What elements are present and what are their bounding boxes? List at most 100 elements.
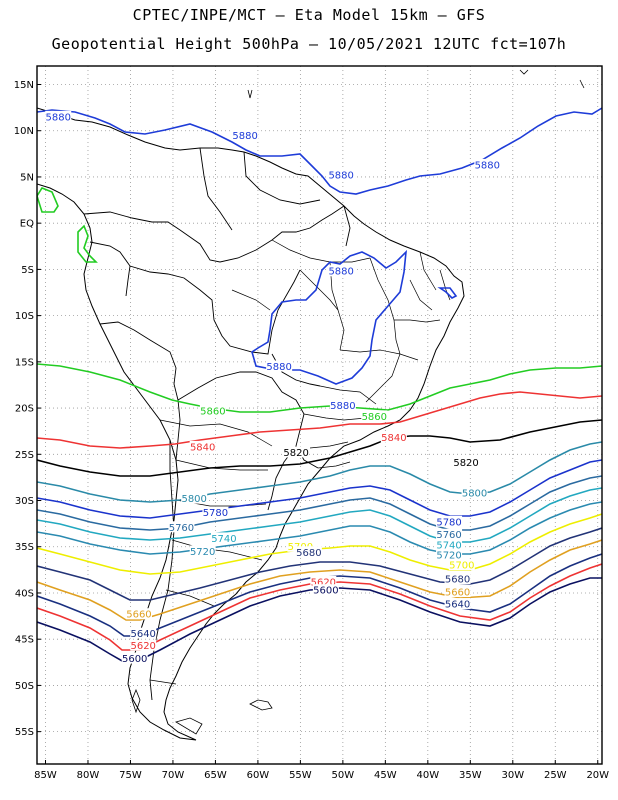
contour-label-bg: [448, 559, 475, 571]
contour-labels: 5880 5880 5880 5880 5880 5880 5880 5860 5860 5840…: [45, 110, 501, 665]
contour-label-bg: [199, 404, 226, 416]
lon-tick-label: 80W: [77, 770, 100, 781]
contour-label: 5840: [381, 433, 406, 444]
contour-5880-small: [437, 287, 458, 299]
contour-label-bg: [453, 456, 480, 468]
contour-label: 5880: [266, 362, 291, 373]
contour-label: 5720: [436, 551, 461, 562]
lon-tick-label: 20W: [586, 770, 609, 781]
contour-5860: [37, 363, 602, 413]
contour-label: 5860: [200, 406, 225, 417]
contour-label-bg: [125, 608, 152, 620]
contour-label-bg: [328, 265, 355, 277]
lon-tick-label: 85W: [34, 770, 57, 781]
map-title-line1: CPTEC/INPE/MCT – Eta Model 15km – GFS: [132, 6, 486, 24]
contour-label: 5780: [436, 517, 461, 528]
country-borders: [83, 147, 351, 701]
contour-5660: [37, 539, 602, 621]
lat-tick-label: 30S: [15, 496, 34, 507]
contour-label-bg: [130, 639, 157, 651]
contour-5840: [37, 391, 602, 449]
lat-tick-label: 5S: [21, 265, 34, 276]
contour-label-bg: [189, 440, 216, 452]
contour-5860-west: [37, 187, 59, 213]
lat-tick-label: 35S: [15, 542, 34, 553]
contour-label: 5840: [190, 442, 215, 453]
contour-label: 5740: [436, 540, 461, 551]
contour-label-bg: [436, 515, 463, 527]
contour-label: 5760: [169, 523, 194, 534]
lon-tick-label: 40W: [417, 770, 440, 781]
contour-label: 5760: [436, 530, 461, 541]
contour-label: 5700: [449, 561, 474, 572]
contour-5820: [37, 419, 602, 477]
south-america-coastline: [37, 107, 465, 741]
contour-5880-north: [37, 107, 602, 195]
contour-5740: [37, 487, 602, 543]
lon-tick-label: 45W: [374, 770, 397, 781]
contour-5700: [37, 513, 602, 575]
axis-ticks: 15N 10N 5N EQ 5S 10S 15S 20S 25S 30S 35S 40S 45S 50S 5…: [14, 80, 609, 781]
contour-label: 5680: [445, 575, 470, 586]
contour-label: 5620: [311, 577, 336, 588]
contour-label-bg: [232, 129, 259, 141]
contour-label: 5640: [445, 600, 470, 611]
contour-5800: [37, 441, 602, 503]
contour-label-bg: [361, 410, 388, 422]
contour-label: 5720: [190, 547, 215, 558]
contour-label: 5600: [313, 586, 338, 597]
contour-label: 5600: [122, 654, 147, 665]
contour-label: 5780: [203, 508, 228, 519]
state-borders: [149, 239, 451, 685]
contour-label-bg: [329, 399, 356, 411]
lat-tick-label: EQ: [20, 219, 34, 230]
contour-label-bg: [436, 538, 463, 550]
contour-label-bg: [189, 545, 216, 557]
contour-label: 5620: [130, 641, 155, 652]
lon-tick-label: 50W: [332, 770, 355, 781]
contour-label-bg: [130, 627, 157, 639]
contour-label: 5880: [328, 267, 353, 278]
lon-tick-label: 60W: [247, 770, 270, 781]
contour-label: 5820: [453, 458, 478, 469]
contour-label: 5880: [475, 160, 500, 171]
lat-tick-label: 10S: [15, 311, 34, 322]
lat-tick-label: 55S: [15, 727, 34, 738]
lon-tick-label: 30W: [501, 770, 524, 781]
contour-label-bg: [45, 110, 72, 122]
contour-label-bg: [444, 586, 471, 598]
contour-label: 5880: [46, 112, 71, 123]
lat-tick-label: 50S: [15, 681, 34, 692]
contour-label-bg: [202, 506, 229, 518]
contour-label: 5640: [130, 629, 155, 640]
contour-label: 5800: [181, 494, 206, 505]
contour-label-bg: [181, 492, 208, 504]
contour-label-bg: [310, 575, 337, 587]
contour-label-bg: [287, 540, 314, 552]
contour-5720: [37, 501, 602, 555]
contour-label-bg: [328, 169, 355, 181]
contour-label: 5880: [330, 401, 355, 412]
contour-label-bg: [312, 584, 339, 596]
contour-label: 5860: [362, 412, 387, 423]
lon-tick-label: 75W: [119, 770, 142, 781]
lat-tick-label: 15N: [14, 80, 34, 91]
map-title-line2: Geopotential Height 500hPa – 10/05/2021 …: [51, 35, 567, 53]
lat-tick-label: 45S: [15, 635, 34, 646]
contour-label: 5680: [296, 548, 321, 559]
lon-tick-label: 65W: [204, 770, 227, 781]
map-frame: [36, 65, 603, 765]
contour-label: 5820: [283, 448, 308, 459]
contour-label-bg: [168, 521, 195, 533]
lat-lon-grid: [37, 66, 602, 764]
contour-label-bg: [444, 598, 471, 610]
contour-label-bg: [461, 487, 488, 499]
lon-tick-label: 35W: [459, 770, 482, 781]
contour-label: 5660: [126, 610, 151, 621]
lat-tick-label: 10N: [14, 126, 34, 137]
islands: [131, 69, 585, 735]
lon-tick-label: 55W: [289, 770, 312, 781]
contour-label-bg: [121, 652, 148, 664]
lat-tick-label: 5N: [20, 172, 34, 183]
